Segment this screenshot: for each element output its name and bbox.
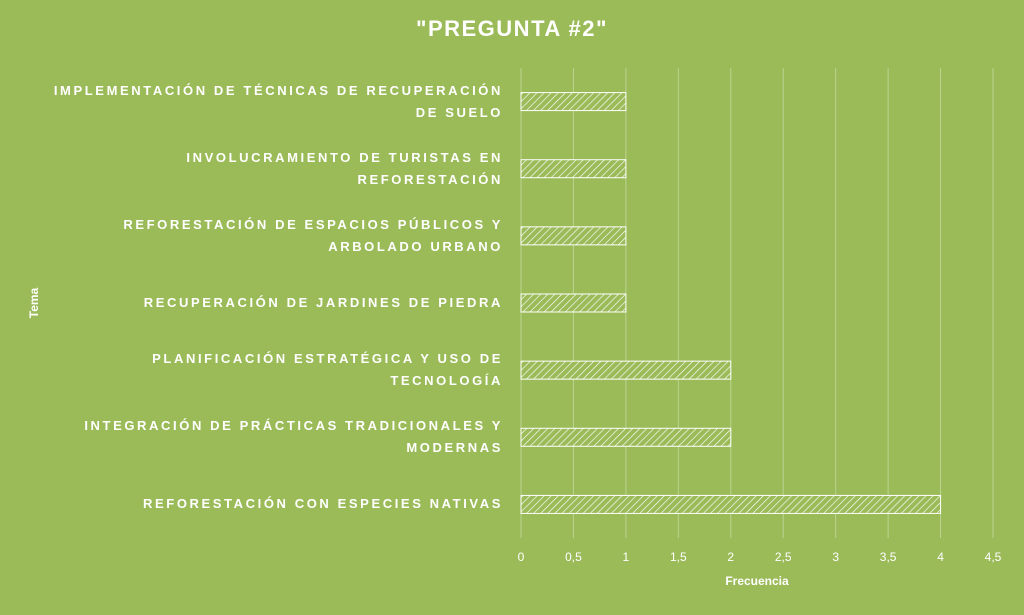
x-tick-label: 2 — [727, 550, 734, 564]
bar — [520, 494, 942, 514]
y-tick-label: INVOLUCRAMIENTO DE TURISTAS EN REFORESTA… — [186, 149, 503, 187]
y-tick-label: RECUPERACIÓN DE JARDINES DE PIEDRA — [143, 295, 503, 310]
x-tick-label: 4,5 — [985, 550, 1002, 564]
x-tick-label: 3 — [832, 550, 839, 564]
bar — [520, 360, 732, 380]
x-tick-label: 1 — [623, 550, 630, 564]
y-tick-label: PLANIFICACIÓN ESTRATÉGICA Y USO DE TECNO… — [152, 351, 503, 389]
bar — [520, 427, 732, 447]
y-tick-label: IMPLEMENTACIÓN DE TÉCNICAS DE RECUPERACI… — [53, 82, 503, 120]
bar — [520, 226, 627, 246]
y-tick-label: REFORESTACIÓN DE ESPACIOS PÚBLICOS Y ARB… — [123, 216, 503, 254]
x-tick-label: 1,5 — [670, 550, 687, 564]
x-tick-label: 0,5 — [565, 550, 582, 564]
bar — [520, 92, 627, 112]
bar — [520, 159, 627, 179]
bar — [520, 293, 627, 313]
x-tick-label: 2,5 — [775, 550, 792, 564]
x-tick-label: 0 — [518, 550, 525, 564]
y-tick-label: INTEGRACIÓN DE PRÁCTICAS TRADICIONALES Y… — [84, 418, 503, 456]
y-axis-title: Tema — [27, 287, 41, 318]
chart-title: "PREGUNTA #2" — [416, 16, 608, 41]
x-axis-title: Frecuencia — [725, 574, 789, 588]
y-tick-label: REFORESTACIÓN CON ESPECIES NATIVAS — [143, 496, 503, 512]
x-tick-label: 4 — [937, 550, 944, 564]
x-tick-label: 3,5 — [880, 550, 897, 564]
